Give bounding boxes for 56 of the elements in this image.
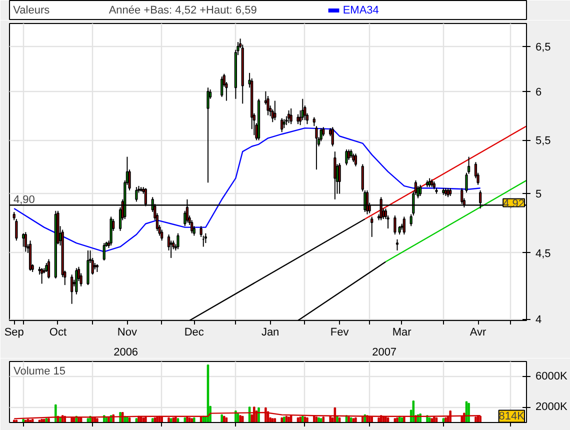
y-tick-label: 4 (536, 314, 542, 326)
candlestick (296, 114, 300, 125)
x-tick-label: Nov (117, 326, 138, 338)
y-tick-label: 4,5 (536, 248, 551, 260)
candlestick (280, 118, 284, 133)
candlestick (354, 153, 358, 167)
x-tick-label: Avr (470, 326, 487, 338)
ref-line-label: 4,90 (14, 194, 35, 206)
candlestick (370, 216, 374, 238)
y-tick-label: 6 (536, 86, 542, 98)
x-tick-label: Mar (392, 326, 412, 338)
candlestick (266, 96, 270, 116)
candlestick (40, 268, 44, 284)
text: 2007 (372, 346, 397, 358)
candlestick (22, 232, 25, 248)
candlestick (322, 126, 325, 137)
candlestick (290, 108, 292, 125)
x-tick-label: Oct (49, 326, 67, 338)
y-tick-label: 2000K (536, 401, 568, 414)
candlestick (86, 250, 90, 286)
x-tick-label: Dec (184, 326, 204, 338)
candlestick (176, 232, 180, 250)
candlestick (24, 232, 27, 252)
candlestick (204, 232, 207, 244)
candlestick (419, 184, 422, 196)
text: 2006 (114, 346, 138, 358)
candlestick (102, 242, 106, 261)
candlestick (402, 216, 406, 236)
y-tick-label: 5 (536, 188, 542, 201)
candlestick (338, 162, 341, 194)
x-tick-label: Fev (330, 326, 350, 338)
candlestick (135, 186, 138, 202)
candlestick (220, 76, 224, 98)
candlestick (47, 258, 50, 279)
y-tick-label: 6000K (536, 370, 568, 382)
candlestick (160, 229, 164, 242)
x-tick-label: Jan (261, 326, 280, 338)
legend-label: EMA34 (342, 4, 379, 16)
chart-subtitle: Année +Bas: 4,52 +Haut: 6,59 (108, 4, 257, 16)
candlestick (345, 148, 348, 166)
candlestick (396, 238, 399, 251)
candlestick (274, 100, 276, 121)
y-tick-label: 6,5 (536, 41, 551, 54)
chart-title: Volume 15 (14, 366, 66, 378)
candlestick (394, 215, 396, 236)
candlestick (315, 126, 318, 170)
candlestick (75, 268, 78, 295)
candlestick (206, 87, 210, 184)
candlestick (287, 110, 290, 124)
x-tick-label: Sep (4, 326, 24, 338)
legend-title: Valeurs (13, 4, 50, 16)
candlestick (70, 274, 74, 304)
candlestick (190, 220, 194, 234)
candlestick (334, 151, 336, 200)
y-tick-label: 5,5 (536, 135, 551, 148)
candlestick (331, 126, 334, 147)
